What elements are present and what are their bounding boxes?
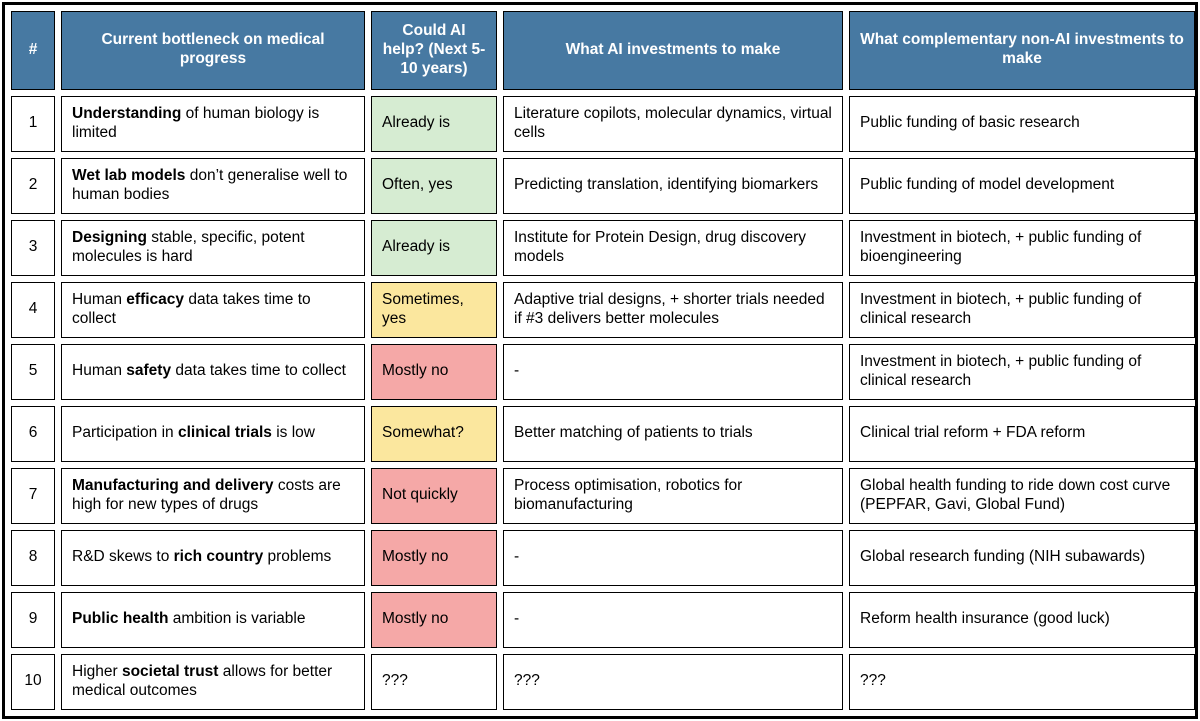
table-row: 10 Higher societal trust allows for bett… xyxy=(11,653,1195,710)
bottleneck-cell: Human safety data takes time to collect xyxy=(61,343,365,400)
table-row: 2 Wet lab models don’t generalise well t… xyxy=(11,157,1195,214)
bottleneck-cell: Public health ambition is variable xyxy=(61,591,365,648)
table-row: 1 Understanding of human biology is limi… xyxy=(11,95,1195,152)
non-ai-investments-cell: Global research funding (NIH subawards) xyxy=(849,529,1195,586)
bottleneck-cell: Human efficacy data takes time to collec… xyxy=(61,281,365,338)
ai-investments-cell: Predicting translation, identifying biom… xyxy=(503,157,843,214)
ai-investments-cell: Literature copilots, molecular dynamics,… xyxy=(503,95,843,152)
row-number: 2 xyxy=(11,157,55,214)
row-number: 6 xyxy=(11,405,55,462)
header-cell-bottleneck: Current bottleneck on medical progress xyxy=(61,11,365,90)
bottleneck-cell: R&D skews to rich country problems xyxy=(61,529,365,586)
ai-investments-cell: Process optimisation, robotics for bioma… xyxy=(503,467,843,524)
ai-investments-cell: Adaptive trial designs, + shorter trials… xyxy=(503,281,843,338)
table-row: 8 R&D skews to rich country problems Mos… xyxy=(11,529,1195,586)
table-row: 4 Human efficacy data takes time to coll… xyxy=(11,281,1195,338)
non-ai-investments-cell: Public funding of basic research xyxy=(849,95,1195,152)
non-ai-investments-cell: Investment in biotech, + public funding … xyxy=(849,281,1195,338)
table-row: 5 Human safety data takes time to collec… xyxy=(11,343,1195,400)
ai-investments-cell: - xyxy=(503,591,843,648)
ai-help-cell: Mostly no xyxy=(371,343,497,400)
ai-help-cell: Already is xyxy=(371,95,497,152)
non-ai-investments-cell: Global health funding to ride down cost … xyxy=(849,467,1195,524)
ai-help-cell: Not quickly xyxy=(371,467,497,524)
ai-help-cell: Often, yes xyxy=(371,157,497,214)
ai-help-cell: Somewhat? xyxy=(371,405,497,462)
bottleneck-cell: Participation in clinical trials is low xyxy=(61,405,365,462)
medical-bottlenecks-table: # Current bottleneck on medical progress… xyxy=(5,5,1200,716)
row-number: 1 xyxy=(11,95,55,152)
ai-investments-cell: ??? xyxy=(503,653,843,710)
table-row: 3 Designing stable, specific, potent mol… xyxy=(11,219,1195,276)
table-row: 6 Participation in clinical trials is lo… xyxy=(11,405,1195,462)
header-cell-number: # xyxy=(11,11,55,90)
non-ai-investments-cell: ??? xyxy=(849,653,1195,710)
row-number: 8 xyxy=(11,529,55,586)
header-cell-ai-help: Could AI help? (Next 5-10 years) xyxy=(371,11,497,90)
bottleneck-cell: Higher societal trust allows for better … xyxy=(61,653,365,710)
row-number: 5 xyxy=(11,343,55,400)
row-number: 10 xyxy=(11,653,55,710)
row-number: 7 xyxy=(11,467,55,524)
ai-investments-cell: Better matching of patients to trials xyxy=(503,405,843,462)
ai-investments-cell: - xyxy=(503,529,843,586)
header-cell-ai-investments: What AI investments to make xyxy=(503,11,843,90)
non-ai-investments-cell: Clinical trial reform + FDA reform xyxy=(849,405,1195,462)
non-ai-investments-cell: Investment in biotech, + public funding … xyxy=(849,219,1195,276)
ai-help-cell: Mostly no xyxy=(371,529,497,586)
header-row: # Current bottleneck on medical progress… xyxy=(11,11,1195,90)
non-ai-investments-cell: Reform health insurance (good luck) xyxy=(849,591,1195,648)
bottleneck-cell: Manufacturing and delivery costs are hig… xyxy=(61,467,365,524)
row-number: 3 xyxy=(11,219,55,276)
bottleneck-cell: Understanding of human biology is limite… xyxy=(61,95,365,152)
ai-investments-cell: Institute for Protein Design, drug disco… xyxy=(503,219,843,276)
ai-help-cell: ??? xyxy=(371,653,497,710)
bottleneck-cell: Designing stable, specific, potent molec… xyxy=(61,219,365,276)
header-cell-non-ai-investments: What complementary non-AI investments to… xyxy=(849,11,1195,90)
ai-investments-cell: - xyxy=(503,343,843,400)
row-number: 4 xyxy=(11,281,55,338)
non-ai-investments-cell: Investment in biotech, + public funding … xyxy=(849,343,1195,400)
non-ai-investments-cell: Public funding of model development xyxy=(849,157,1195,214)
row-number: 9 xyxy=(11,591,55,648)
ai-help-cell: Sometimes, yes xyxy=(371,281,497,338)
ai-help-cell: Mostly no xyxy=(371,591,497,648)
table-row: 9 Public health ambition is variable Mos… xyxy=(11,591,1195,648)
ai-help-cell: Already is xyxy=(371,219,497,276)
table-row: 7 Manufacturing and delivery costs are h… xyxy=(11,467,1195,524)
bottleneck-cell: Wet lab models don’t generalise well to … xyxy=(61,157,365,214)
